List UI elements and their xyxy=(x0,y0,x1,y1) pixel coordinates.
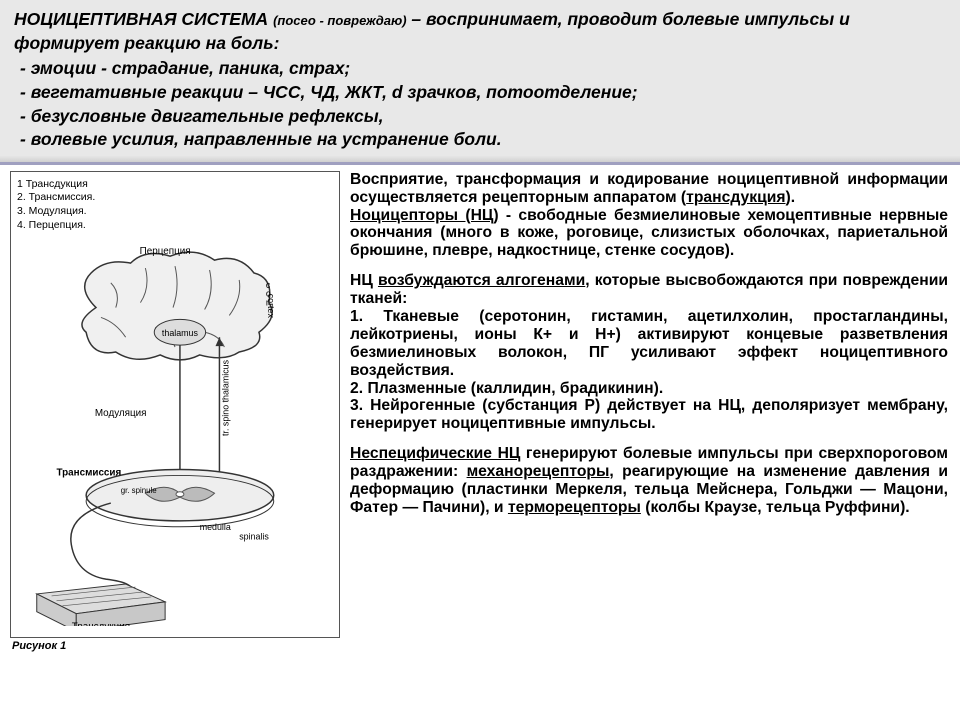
paragraph: Неспецифические НЦ генерируют болевые им… xyxy=(350,445,948,517)
paragraph: Восприятие, трансформация и кодирование … xyxy=(350,171,948,260)
thalamus-label: thalamus xyxy=(162,329,199,339)
title-main: НОЦИЦЕПТИВНАЯ СИСТЕМА xyxy=(14,9,268,29)
medulla-label: medulla xyxy=(200,522,231,532)
figure-column: 1 Трансдукция 2. Трансмиссия. 3. Модуляц… xyxy=(10,171,340,653)
figure-box: 1 Трансдукция 2. Трансмиссия. 3. Модуляц… xyxy=(10,171,340,639)
content-row: 1 Трансдукция 2. Трансмиссия. 3. Модуляц… xyxy=(0,165,960,653)
spinalis-label: spinalis xyxy=(239,532,269,542)
header-list: - эмоции - страдание, паника, страх; - в… xyxy=(14,57,946,152)
spinule-label: gr. spinule xyxy=(121,487,158,496)
brain-icon: thalamus Перцепция cor cortex xyxy=(82,247,276,361)
title-etym: (посео - повреждаю) xyxy=(273,13,406,28)
legend-item: 2. Трансмиссия. xyxy=(17,191,333,205)
header-item: - вегетативные реакции – ЧСС, ЧД, ЖКТ, d… xyxy=(20,81,946,105)
transmission-label: Трансмиссия xyxy=(57,468,122,479)
skin-block-icon xyxy=(37,584,165,626)
modulation-label: Модуляция xyxy=(95,409,147,420)
cortex-label-full: cortex xyxy=(266,294,276,319)
figure-caption: Рисунок 1 xyxy=(12,640,340,652)
legend-item: 3. Модуляция. xyxy=(17,205,333,219)
legend-item: 4. Перцепция. xyxy=(17,219,333,233)
spinal-cord-icon: medulla spinalis xyxy=(86,470,274,542)
paragraph: НЦ возбуждаются алгогенами, которые высв… xyxy=(350,272,948,433)
figure-legend: 1 Трансдукция 2. Трансмиссия. 3. Модуляц… xyxy=(17,178,333,233)
transduction-label: Трансдукция xyxy=(72,622,130,627)
tract-label: tr. spino thalamicus xyxy=(220,360,230,437)
header-item: - эмоции - страдание, паника, страх; xyxy=(20,57,946,81)
header-item: - волевые усилия, направленные на устран… xyxy=(20,128,946,152)
legend-item: 1 Трансдукция xyxy=(17,178,333,192)
header-block: НОЦИЦЕПТИВНАЯ СИСТЕМА (посео - повреждаю… xyxy=(0,0,960,165)
header-item: - безусловные двигательные рефлексы, xyxy=(20,105,946,129)
body-text: Восприятие, трансформация и кодирование … xyxy=(350,171,950,653)
nociception-diagram: thalamus Перцепция cor cortex tr. spino … xyxy=(17,236,333,626)
perception-label: Перцепция xyxy=(140,247,191,258)
